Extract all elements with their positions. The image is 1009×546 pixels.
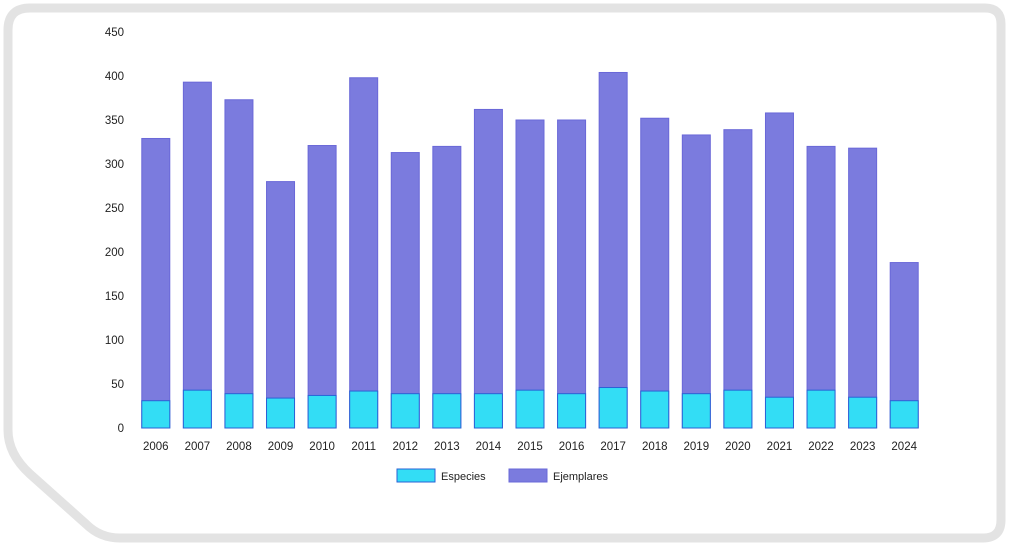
y-tick-label: 450	[105, 27, 124, 39]
bar-especies	[557, 393, 587, 429]
bar-especies	[681, 393, 711, 429]
x-tick-label: 2009	[268, 441, 294, 453]
bar-especies	[764, 396, 794, 429]
x-tick-label: 2007	[185, 441, 211, 453]
bar-especies	[640, 390, 670, 429]
x-tick-label: 2017	[600, 441, 626, 453]
bar-especies	[141, 400, 171, 429]
y-tick-label: 150	[105, 291, 124, 303]
legend: Especies Ejemplares	[396, 468, 609, 483]
x-tick-label: 2021	[767, 441, 793, 453]
x-tick-label: 2015	[517, 441, 543, 453]
bar-ejemplares	[723, 129, 753, 429]
bar-ejemplares	[224, 99, 254, 429]
bar-especies	[889, 400, 919, 429]
y-tick-label: 300	[105, 159, 124, 171]
bar-ejemplares	[266, 181, 296, 429]
x-tick-label: 2010	[309, 441, 335, 453]
bar-ejemplares	[432, 145, 462, 429]
bar-especies	[598, 387, 628, 429]
bar-especies	[515, 389, 545, 429]
y-tick-label: 0	[118, 423, 124, 435]
x-tick-label: 2023	[850, 441, 876, 453]
x-tick-label: 2020	[725, 441, 751, 453]
y-tick-label: 50	[111, 379, 124, 391]
frame-outline	[3, 3, 1006, 543]
x-tick-label: 2011	[351, 441, 376, 453]
bar-especies	[848, 396, 878, 429]
bar-especies	[307, 394, 337, 429]
legend-ejemplares-label: Ejemplares	[553, 471, 609, 483]
bar-especies	[266, 397, 296, 429]
x-tick-label: 2008	[226, 441, 252, 453]
bar-especies	[806, 389, 836, 429]
bar-especies	[349, 390, 379, 429]
bar-especies	[182, 389, 212, 429]
y-tick-label: 100	[105, 335, 124, 347]
x-tick-label: 2013	[434, 441, 460, 453]
bar-especies	[390, 393, 420, 429]
x-tick-label: 2018	[642, 441, 668, 453]
legend-especies-label: Especies	[441, 471, 486, 483]
bar-especies	[224, 393, 254, 429]
bar-especies	[432, 393, 462, 429]
bar-ejemplares	[141, 137, 171, 429]
bar-ejemplares	[307, 145, 337, 429]
bar-ejemplares	[390, 152, 420, 429]
y-tick-label: 250	[105, 203, 124, 215]
bar-ejemplares	[640, 117, 670, 429]
bar-ejemplares	[764, 112, 794, 429]
bar-ejemplares	[598, 71, 628, 429]
bars	[141, 71, 919, 429]
legend-especies-swatch	[396, 468, 436, 483]
y-tick-label: 350	[105, 115, 124, 127]
y-tick-label: 200	[105, 247, 124, 259]
x-tick-label: 2022	[808, 441, 834, 453]
bar-especies	[473, 393, 503, 429]
legend-ejemplares-swatch	[508, 468, 548, 483]
bar-ejemplares	[515, 119, 545, 429]
bar-ejemplares	[557, 119, 587, 429]
bar-ejemplares	[681, 134, 711, 429]
y-tick-label: 400	[105, 71, 124, 83]
bar-especies	[723, 389, 753, 429]
bar-ejemplares	[806, 145, 836, 429]
bar-ejemplares	[349, 77, 379, 429]
x-tick-label: 2006	[143, 441, 169, 453]
x-tick-label: 2016	[559, 441, 585, 453]
x-tick-label: 2019	[684, 441, 710, 453]
x-tick-label: 2014	[476, 441, 502, 453]
bar-ejemplares	[848, 147, 878, 429]
x-tick-label: 2012	[392, 441, 418, 453]
bar-ejemplares	[182, 81, 212, 429]
bar-ejemplares	[473, 108, 503, 429]
x-axis: 2006 2007 2008 2009 2010 2011 2012 2013 2014 2015…	[143, 441, 918, 453]
y-axis: 0 50 100 150 200 250 300 350 400 450	[105, 27, 124, 435]
x-tick-label: 2024	[891, 441, 917, 453]
